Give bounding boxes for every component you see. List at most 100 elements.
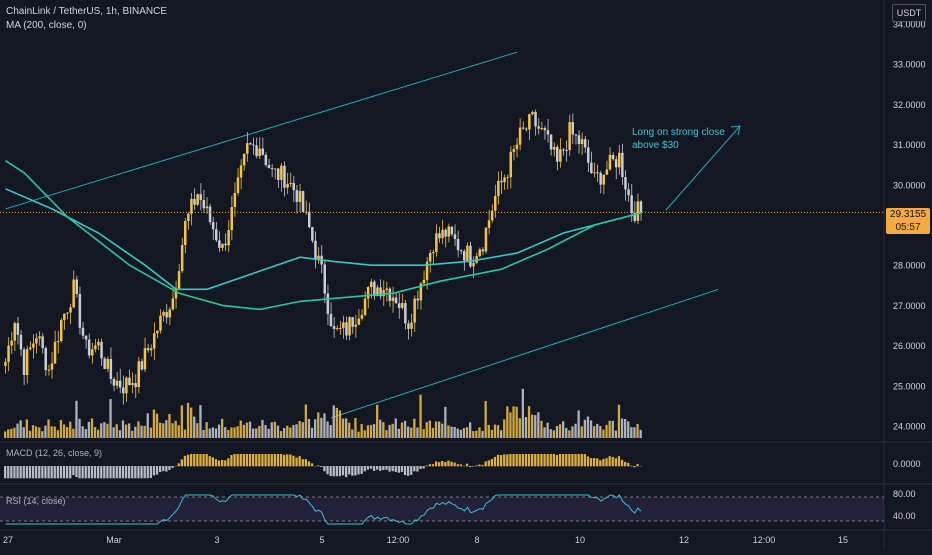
volume-bar [128,423,130,438]
macd-bar [432,464,434,466]
volume-bar [407,427,409,438]
macd-bar [605,458,607,466]
macd-bar [581,454,583,466]
candle-body [51,363,54,369]
volume-bar [326,422,328,438]
volume-bar [292,425,294,438]
volume-bar [224,427,226,438]
candle-body [215,229,218,240]
macd-bar [553,454,555,466]
macd-bar [326,466,328,474]
volume-bar [627,421,629,438]
macd-bar [196,454,198,466]
macd-bar [382,466,384,470]
volume-bar [497,425,499,438]
macd-bar [106,466,108,478]
volume-bar [494,425,496,438]
macd-bar [122,466,124,478]
volume-bar [156,414,158,438]
macd-bar [72,466,74,475]
macd-bar [556,455,558,466]
macd-bar [44,466,46,478]
macd-bar [475,465,477,466]
candle-body [32,344,35,348]
macd-bar [193,454,195,466]
candle-body [249,143,252,144]
volume-bar [16,424,18,438]
volume-bar [109,399,111,438]
macd-bar [252,454,254,466]
macd-bar [565,454,567,466]
macd-bar [41,466,43,478]
volume-bar [119,430,121,438]
candle-body [172,298,175,309]
volume-bar [88,422,90,438]
macd-bar [478,464,480,466]
volume-bar [72,429,74,438]
ma-indicator-label: MA (200, close, 0) [6,20,87,31]
candle-body [308,212,311,227]
candle-body [367,287,370,299]
macd-bar [624,462,626,466]
macd-bar [57,466,59,478]
macd-bar [246,454,248,466]
candle-body [107,359,110,369]
macd-bar [531,454,533,466]
macd-bar [289,454,291,466]
volume-bar [178,425,180,438]
volume-bar [398,429,400,438]
macd-bar [599,460,601,466]
volume-bar [85,429,87,438]
volume-bar [547,423,549,438]
candle-body [184,221,187,245]
currency-button[interactable]: USDT [892,4,926,22]
volume-bar [305,404,307,438]
macd-bar [51,466,53,478]
volume-bar [7,429,9,438]
volume-bar [159,423,161,438]
candle-body [48,370,51,371]
chart-title: ChainLink / TetherUS, 1h, BINANCE [6,6,167,17]
macd-bar [512,454,514,466]
volume-bar [615,431,617,438]
volume-bar [388,425,390,438]
candle-body [156,331,159,334]
volume-bar [97,430,99,438]
volume-bar [481,431,483,438]
volume-bar [168,414,170,438]
macd-bar [137,466,139,478]
macd-bar [587,456,589,466]
volume-bar [460,430,462,438]
volume-bar [475,431,477,438]
volume-bar [593,426,595,438]
macd-bar [438,462,440,466]
volume-bar [584,420,586,438]
candle-body [29,348,32,350]
candle-body [97,342,100,346]
volume-bar [4,432,6,438]
volume-bar [441,424,443,438]
candle-body [35,338,38,343]
candle-body [516,145,519,149]
volume-bar [351,429,353,438]
candle-body [429,253,432,262]
volume-bar [75,401,77,438]
macd-bar [206,454,208,466]
macd-bar [562,454,564,466]
candle-countdown: 05:57 [886,221,930,234]
candle-body [165,312,168,317]
candle-body [472,263,475,267]
candle-body [258,149,261,157]
candle-body [181,245,184,271]
macd-bar [574,454,576,466]
candle-body [479,249,482,256]
candle-body [370,282,373,287]
volume-bar [612,421,614,438]
volume-bar [302,422,304,438]
volume-bar [568,430,570,438]
candle-body [286,184,289,188]
candle-body [410,322,413,328]
volume-bar [596,424,598,438]
volume-bar [286,426,288,438]
